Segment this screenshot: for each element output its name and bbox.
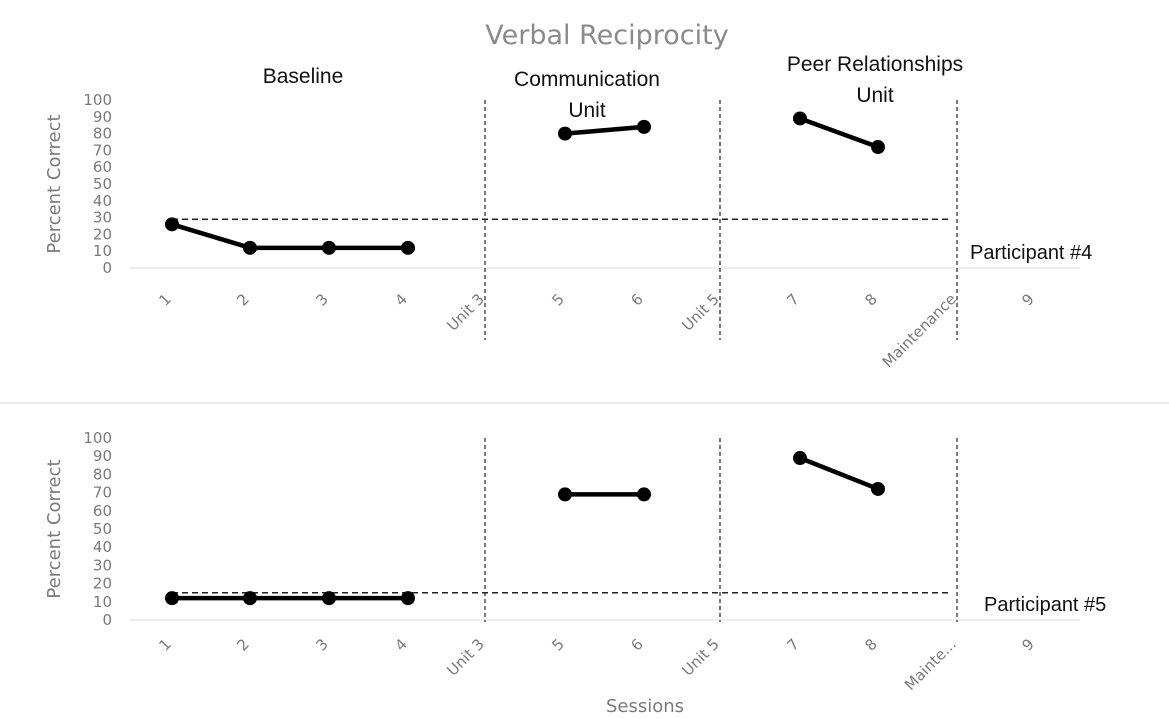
y-tick-label: 30 [93,209,112,227]
data-point [558,126,572,141]
series-line [171,222,408,251]
y-tick-label: 10 [93,593,112,611]
data-point [322,591,336,606]
y-tick-label: 80 [93,125,112,143]
series-line [799,116,879,150]
data-point [401,240,415,255]
y-tick-label: 70 [93,141,112,159]
data-point [165,217,179,232]
y-tick-label: 50 [93,520,112,538]
data-point [793,451,807,466]
data-point [637,119,651,134]
y-tick-label: 70 [93,484,112,502]
y-tick-label: 90 [93,447,112,465]
y-tick-label: 10 [93,242,112,260]
y-tick-label: 100 [83,429,112,447]
y-tick-label: 40 [93,538,112,556]
y-tick-label: 30 [93,556,112,574]
data-point [871,481,885,496]
y-tick-label: 60 [93,158,112,176]
y-tick-label: 100 [83,91,112,109]
data-point [793,111,807,126]
phase-label: Baseline [263,65,344,88]
series-line [799,455,879,492]
phase-label: Communication [514,68,660,91]
phase-label: Unit [568,99,606,122]
y-tick-label: 0 [102,259,112,277]
y-tick-label: 0 [102,611,112,629]
series-line [564,124,645,136]
chart-title: Verbal Reciprocity [485,20,728,51]
data-point [401,591,415,606]
data-point [322,240,336,255]
y-tick-label: 90 [93,108,112,126]
phase-label: Peer Relationships [787,53,963,76]
phase-label: Unit [856,84,894,107]
participant-label: Participant #4 [970,242,1092,264]
data-point [558,487,572,502]
y-tick-label: 80 [93,465,112,483]
data-point [243,591,257,606]
participant-label: Participant #5 [984,594,1106,616]
y-tick-label: 50 [93,175,112,193]
data-point [871,140,885,155]
y-axis-title: Percent Correct [44,114,65,253]
x-axis-title: Sessions [606,696,684,717]
y-axis-title: Percent Correct [44,459,65,598]
data-point [165,591,179,606]
data-point [243,240,257,255]
y-tick-label: 20 [93,575,112,593]
y-tick-label: 20 [93,225,112,243]
data-point [637,487,651,502]
y-tick-label: 60 [93,502,112,520]
y-tick-label: 40 [93,192,112,210]
